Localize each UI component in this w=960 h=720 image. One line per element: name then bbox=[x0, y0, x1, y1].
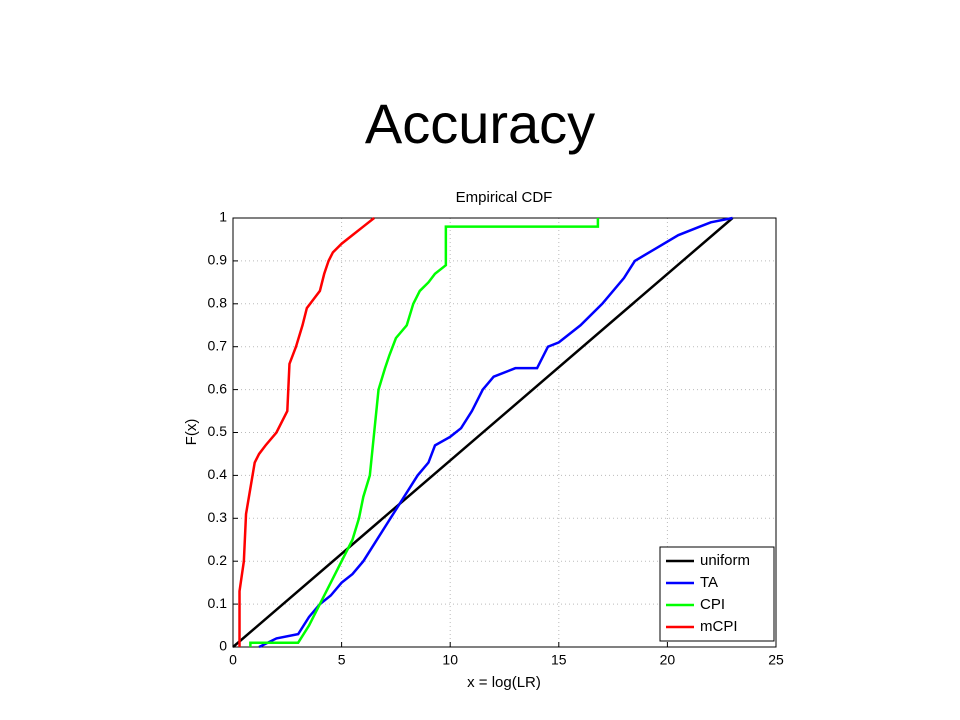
y-axis-label: F(x) bbox=[183, 419, 200, 446]
legend-box bbox=[659, 546, 775, 642]
legend-label: TA bbox=[700, 574, 718, 591]
x-tick-label: 25 bbox=[768, 652, 784, 668]
x-axis-label: x = log(LR) bbox=[467, 674, 541, 691]
y-tick-label: 0.9 bbox=[208, 252, 228, 268]
y-tick-label: 0 bbox=[219, 638, 227, 654]
y-tick-label: 0.2 bbox=[208, 552, 228, 568]
legend-label: mCPI bbox=[700, 618, 738, 635]
legend-label: uniform bbox=[700, 552, 750, 569]
x-tick-label: 5 bbox=[338, 652, 346, 668]
plot-frame bbox=[232, 217, 777, 648]
chart-title: Empirical CDF bbox=[456, 189, 553, 206]
y-tick-label: 0.7 bbox=[208, 337, 228, 353]
y-tick-label: 0.6 bbox=[208, 380, 228, 396]
x-tick-label: 10 bbox=[442, 652, 458, 668]
y-tick-label: 0.4 bbox=[208, 466, 228, 482]
y-tick-label: 1 bbox=[219, 209, 227, 225]
y-tick-label: 0.3 bbox=[208, 509, 228, 525]
series-line bbox=[232, 217, 734, 648]
slide-title: Accuracy bbox=[365, 92, 595, 155]
x-tick-label: 0 bbox=[229, 652, 237, 668]
series-line bbox=[238, 217, 375, 647]
legend-label: CPI bbox=[700, 596, 725, 613]
y-tick-label: 0.5 bbox=[208, 423, 228, 439]
y-tick-label: 0.1 bbox=[208, 595, 228, 611]
y-tick-label: 0.8 bbox=[208, 295, 228, 311]
x-tick-label: 15 bbox=[551, 652, 567, 668]
series-line bbox=[249, 218, 600, 647]
x-tick-label: 20 bbox=[660, 652, 676, 668]
series-line bbox=[258, 216, 733, 649]
